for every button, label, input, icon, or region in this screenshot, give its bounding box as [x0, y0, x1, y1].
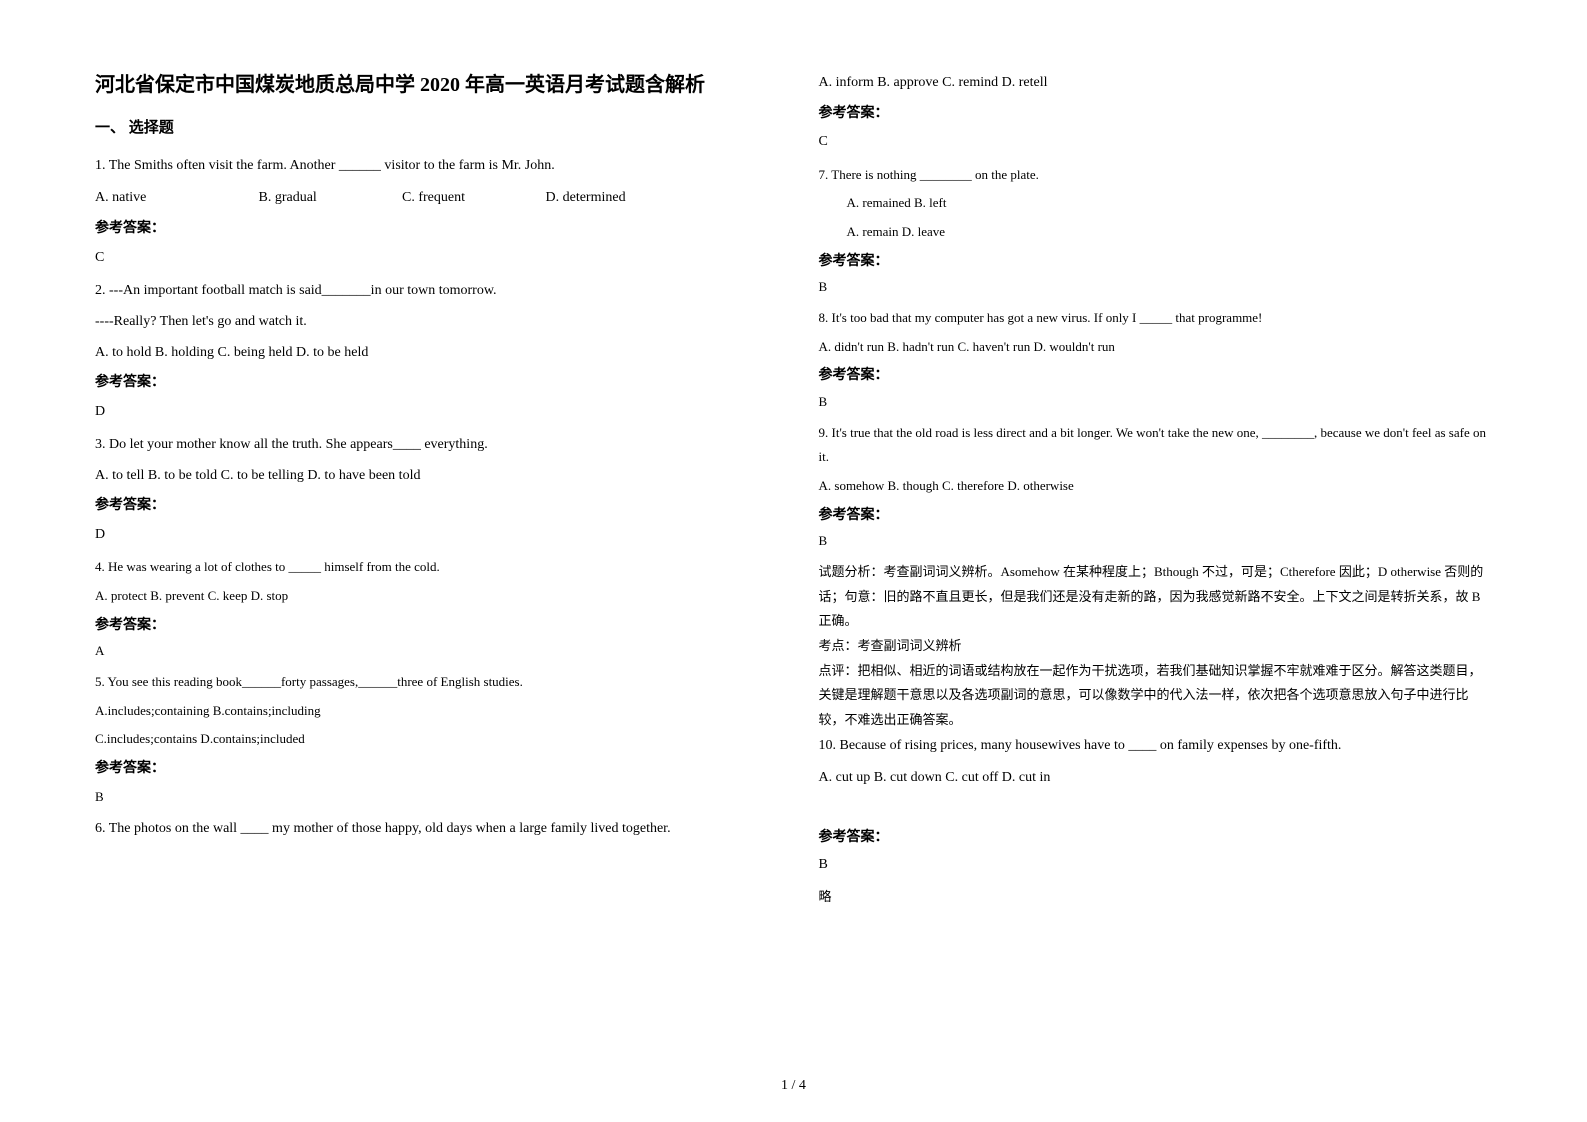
q5-stem: 5. You see this reading book______forty … — [95, 670, 769, 695]
q3-stem: 3. Do let your mother know all the truth… — [95, 432, 769, 459]
q10-note: 略 — [819, 885, 1493, 910]
q6-options: A. inform B. approve C. remind D. retell — [819, 70, 1493, 97]
q4-stem: 4. He was wearing a lot of clothes to __… — [95, 555, 769, 580]
q1-opt-a: A. native — [95, 183, 255, 212]
exam-title: 河北省保定市中国煤炭地质总局中学 2020 年高一英语月考试题含解析 — [95, 70, 769, 100]
q8-options: A. didn't run B. hadn't run C. haven't r… — [819, 335, 1493, 360]
q10-answer: B — [819, 852, 1493, 879]
q3-options: A. to tell B. to be told C. to be tellin… — [95, 463, 769, 490]
q7-answer-label: 参考答案： — [819, 249, 1493, 276]
q1-stem: 1. The Smiths often visit the farm. Anot… — [95, 153, 769, 180]
q10-answer-label: 参考答案： — [819, 825, 1493, 852]
q2-answer-label: 参考答案： — [95, 370, 769, 397]
q3-answer-label: 参考答案： — [95, 493, 769, 520]
q6-stem: 6. The photos on the wall ____ my mother… — [95, 816, 769, 843]
q1-opt-b: B. gradual — [259, 183, 399, 212]
q1-options: A. native B. gradual C. frequent D. dete… — [95, 183, 769, 212]
q2-stem-2: ----Really? Then let's go and watch it. — [95, 309, 769, 336]
q4-answer-label: 参考答案： — [95, 613, 769, 640]
q9-options: A. somehow B. though C. therefore D. oth… — [819, 474, 1493, 499]
q10-stem: 10. Because of rising prices, many house… — [819, 733, 1493, 760]
q3-answer: D — [95, 520, 769, 549]
q1-opt-c: C. frequent — [402, 183, 542, 212]
q2-stem-1: 2. ---An important football match is sai… — [95, 278, 769, 305]
q9-explanation-2: 考点：考查副词词义辨析 — [819, 634, 1493, 659]
q6-answer: C — [819, 127, 1493, 156]
q8-stem: 8. It's too bad that my computer has got… — [819, 306, 1493, 331]
q9-explanation-3: 点评：把相似、相近的词语或结构放在一起作为干扰选项，若我们基础知识掌握不牢就难难… — [819, 659, 1493, 733]
q9-stem: 9. It's true that the old road is less d… — [819, 421, 1493, 470]
q4-options: A. protect B. prevent C. keep D. stop — [95, 584, 769, 609]
q7-options-2: A. remain D. leave — [819, 220, 1493, 245]
q2-options: A. to hold B. holding C. being held D. t… — [95, 340, 769, 367]
q1-opt-d: D. determined — [546, 183, 626, 212]
q7-stem: 7. There is nothing ________ on the plat… — [819, 163, 1493, 188]
page-number: 1 / 4 — [0, 1078, 1587, 1094]
q9-answer: B — [819, 529, 1493, 554]
q4-answer: A — [95, 639, 769, 664]
q10-options: A. cut up B. cut down C. cut off D. cut … — [819, 763, 1493, 792]
q7-options-1: A. remained B. left — [819, 191, 1493, 216]
q2-answer: D — [95, 397, 769, 426]
q5-options-2: C.includes;contains D.contains;included — [95, 727, 769, 752]
q7-answer: B — [819, 275, 1493, 300]
q1-answer-label: 参考答案： — [95, 216, 769, 243]
q1-answer: C — [95, 243, 769, 272]
q8-answer: B — [819, 390, 1493, 415]
q8-answer-label: 参考答案： — [819, 363, 1493, 390]
q5-answer-label: 参考答案： — [95, 756, 769, 783]
q9-answer-label: 参考答案： — [819, 503, 1493, 530]
q5-options-1: A.includes;containing B.contains;includi… — [95, 699, 769, 724]
q5-answer: B — [95, 783, 769, 810]
q9-explanation-1: 试题分析：考查副词词义辨析。Asomehow 在某种程度上；Bthough 不过… — [819, 560, 1493, 634]
section-heading: 一、 选择题 — [95, 114, 769, 143]
q6-answer-label: 参考答案： — [819, 101, 1493, 128]
